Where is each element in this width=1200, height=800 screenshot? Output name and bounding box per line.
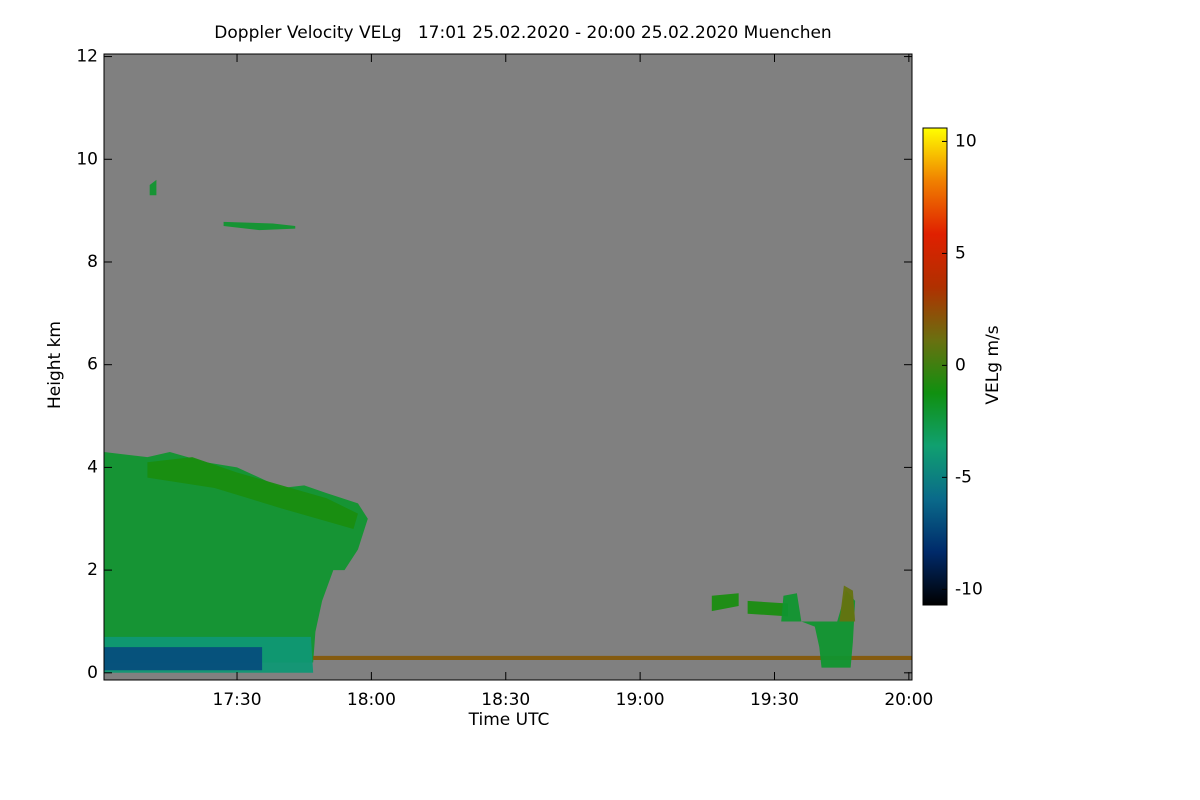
x-tick-label: 18:00 <box>347 690 396 710</box>
echo-region <box>223 221 296 231</box>
chart-title: Doppler Velocity VELg 17:01 25.02.2020 -… <box>214 23 831 43</box>
y-tick-label: 6 <box>87 355 98 375</box>
x-tick-label: 17:30 <box>213 690 262 710</box>
echo-region <box>147 457 358 530</box>
colorbar-tick-label: -5 <box>955 467 972 487</box>
colorbar-tick-label: 10 <box>955 131 977 151</box>
echo-region <box>747 600 788 617</box>
y-tick-label: 0 <box>87 663 98 683</box>
y-tick-label: 12 <box>76 47 98 67</box>
x-tick-label: 18:30 <box>481 690 530 710</box>
colorbar-label: VELg m/s <box>983 325 1003 404</box>
echo-region <box>711 593 739 612</box>
colorbar-tick-label: -10 <box>955 579 983 599</box>
echo-region <box>313 655 913 660</box>
colorbar <box>922 127 948 606</box>
echo-region <box>839 585 856 622</box>
colorbar-tick-label: 5 <box>955 243 966 263</box>
y-axis-label: Height km <box>45 321 65 409</box>
y-tick-label: 2 <box>87 560 98 580</box>
y-tick-label: 4 <box>87 457 98 477</box>
x-tick-label: 19:30 <box>750 690 799 710</box>
echo-region <box>104 647 263 671</box>
colorbar-tick-label: 0 <box>955 355 966 375</box>
x-tick-label: 20:00 <box>884 690 933 710</box>
x-tick-label: 19:00 <box>616 690 665 710</box>
echo-region <box>149 179 157 196</box>
echo-region <box>781 590 856 668</box>
y-tick-label: 10 <box>76 149 98 169</box>
plot-frame <box>103 53 913 681</box>
x-axis-label: Time UTC <box>468 710 550 730</box>
y-tick-label: 8 <box>87 252 98 272</box>
